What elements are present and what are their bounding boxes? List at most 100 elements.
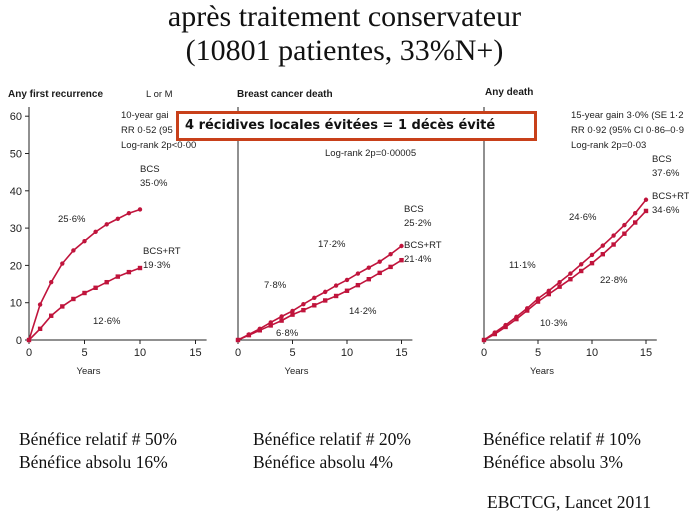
series-bcs-rt-point (399, 257, 404, 263)
panel-note: L or M (146, 89, 173, 100)
source-citation: EBCTCG, Lancet 2011 (487, 492, 652, 512)
series-bcs-point (600, 243, 605, 248)
series-bcs-rt-name: BCS+RT (404, 240, 442, 251)
series-bcs-name: BCS (140, 164, 160, 175)
x-tick-label: 15 (395, 347, 407, 359)
series-bcs-point (71, 248, 76, 253)
x-tick-label: 10 (586, 347, 598, 359)
series-bcs-rt-point (611, 242, 616, 247)
x-axis-label: Years (285, 366, 309, 377)
series-bcs-rt-point (60, 304, 65, 309)
series-bcs-point (611, 233, 616, 238)
series-bcs-rt-point (49, 313, 54, 318)
series-bcs-point (546, 288, 551, 293)
stats-line: Log-rank 2p=0·03 (571, 140, 646, 151)
series-bcs-point (126, 210, 132, 216)
series-bcs-point (115, 216, 121, 221)
series-bcs-rt-point (246, 332, 252, 338)
series-bcs-point (366, 265, 371, 270)
x-axis-label: Years (530, 366, 554, 377)
series-bcs-rt-point (579, 268, 584, 274)
data-label: 22·8% (600, 275, 628, 286)
x-tick-label: 0 (481, 347, 487, 359)
series-bcs-rt-point (71, 296, 76, 302)
series-bcs-rt-point (377, 270, 382, 276)
series-bcs-rt-point (366, 277, 371, 282)
series-bcs-point (633, 210, 638, 216)
series-bcs-rt-point (492, 331, 497, 337)
x-tick-label: 15 (640, 347, 652, 359)
series-bcs-rt-end-label: 21·4% (404, 254, 432, 265)
series-bcs-rt-point (568, 277, 573, 282)
data-label: 6·8% (276, 328, 299, 339)
series-bcs-rt-name: BCS+RT (652, 191, 689, 202)
series-bcs-end-label: 25·2% (404, 218, 432, 229)
series-bcs-rt-line (237, 259, 402, 341)
series-bcs-point (399, 243, 404, 249)
slide-title-line2: (10801 patientes, 33%N+) (185, 34, 504, 67)
series-bcs-point (355, 271, 361, 276)
callout-box: 4 récidives locales évitées = 1 décès év… (176, 111, 537, 141)
series-bcs-rt-point (355, 282, 361, 288)
chart-panel-1: Any first recurrence L or M 0 5 10 15 Years 0 10… (8, 89, 207, 377)
series-bcs-rt-point (82, 290, 87, 296)
series-bcs-rt-end-label: 34·6% (652, 205, 680, 216)
series-bcs-rt-point (26, 337, 32, 343)
x-tick-label: 10 (134, 347, 146, 359)
series-bcs-point (323, 289, 328, 295)
series-bcs-point (377, 259, 382, 264)
series-bcs-rt-point (301, 307, 306, 313)
benefit-absolute-1: Bénéfice absolu 16% (19, 452, 168, 472)
series-bcs-rt-point (268, 323, 273, 328)
panel-title: Any first recurrence (8, 89, 103, 100)
series-bcs-rt-line (28, 267, 141, 341)
chart-panel-3: Any death 0 5 10 15 Years 15-year gain 3·0% (S… (481, 87, 689, 377)
series-bcs-point (82, 238, 87, 244)
series-bcs-rt-point (104, 279, 109, 285)
panel-title: Breast cancer death (237, 89, 333, 100)
data-label: 7·8% (264, 280, 287, 291)
series-bcs-point (579, 262, 584, 267)
series-bcs-rt-end-label: 19·3% (143, 260, 171, 271)
series-bcs-rt-point (503, 324, 508, 330)
series-bcs-point (279, 314, 284, 319)
y-tick-label: 0 (16, 335, 22, 347)
series-bcs-rt-point (323, 298, 328, 303)
series-bcs-point (388, 252, 393, 257)
series-bcs-point (344, 277, 350, 283)
benefit-absolute-3: Bénéfice absolu 3% (483, 452, 623, 472)
data-label: 25·6% (58, 214, 86, 225)
panel-title: Any death (485, 87, 533, 98)
series-bcs-rt-point (633, 220, 638, 225)
benefit-block-1: Bénéfice relatif # 50% Bénéfice absolu 1… (19, 428, 177, 474)
series-bcs-rt-point (546, 291, 551, 297)
stats-line: Log-rank 2p=0·00005 (325, 148, 416, 159)
data-label: 12·6% (93, 316, 121, 327)
series-bcs-name: BCS (652, 154, 672, 165)
chart-panel-2: Breast cancer death 0 5 10 15 Years Log-rank 2… (235, 89, 442, 377)
series-bcs-point (568, 271, 573, 276)
slide-title-line1: après traitement conservateur (167, 0, 522, 33)
data-label: 14·2% (349, 306, 377, 317)
series-bcs-point (312, 295, 317, 301)
series-bcs-rt-point (525, 308, 530, 313)
x-tick-label: 0 (26, 347, 32, 359)
series-bcs-rt-line (483, 210, 647, 341)
series-bcs-end-label: 37·6% (652, 168, 680, 179)
series-bcs-rt-point (137, 265, 143, 271)
series-bcs-point (589, 252, 595, 258)
x-tick-label: 10 (341, 347, 353, 359)
series-bcs-point (93, 229, 98, 235)
series-bcs-rt-point (333, 293, 339, 299)
series-bcs-point (557, 279, 562, 285)
data-label: 24·6% (569, 212, 597, 223)
x-tick-label: 5 (81, 347, 87, 359)
benefit-absolute-2: Bénéfice absolu 4% (253, 452, 393, 472)
stats-line: 10-year gai (121, 110, 169, 121)
data-label: 17·2% (318, 239, 346, 250)
benefit-relative-3: Bénéfice relatif # 10% (483, 429, 641, 449)
series-bcs-rt-point (481, 337, 487, 343)
series-bcs-rt-point (257, 328, 262, 333)
data-label: 11·1% (509, 260, 536, 271)
series-bcs-rt-point (535, 299, 541, 304)
